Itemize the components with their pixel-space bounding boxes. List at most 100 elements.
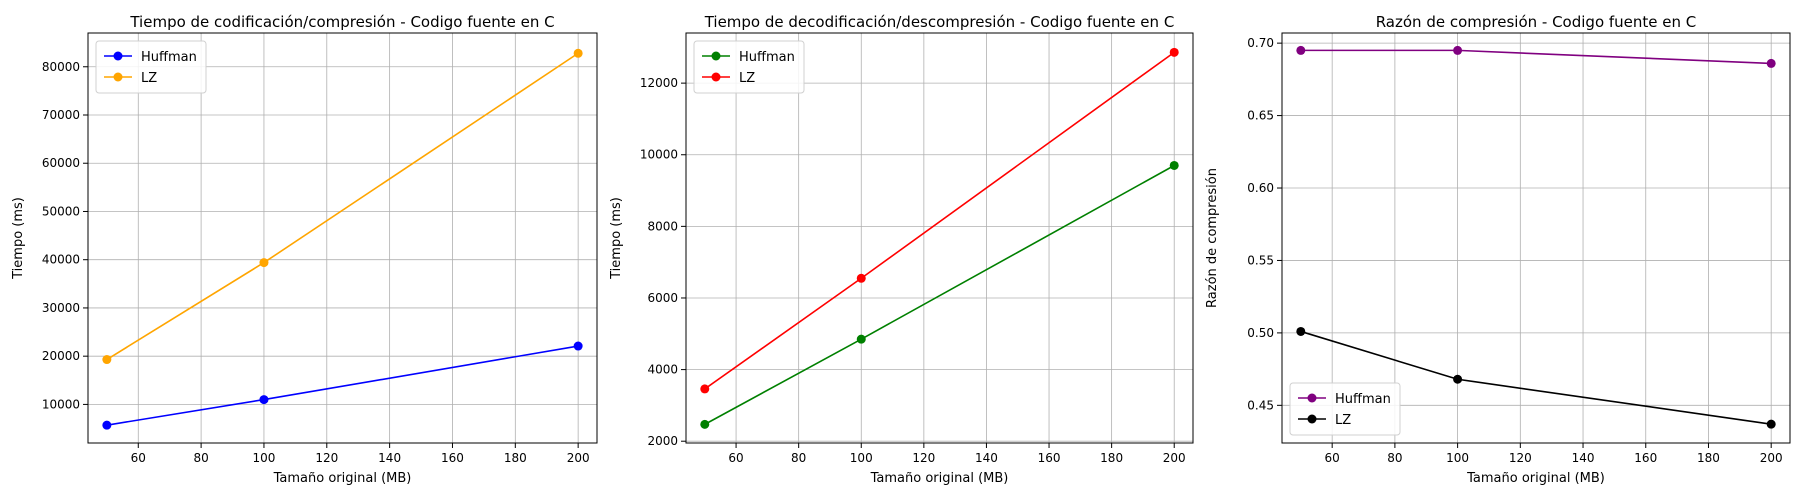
y-tick-label: 8000 <box>647 219 678 233</box>
legend-label: Huffman <box>1335 392 1391 407</box>
y-tick-label: 0.50 <box>1247 326 1274 340</box>
plot-frame <box>1281 32 1791 444</box>
x-tick-label: 120 <box>1509 451 1532 465</box>
legend-label: LZ <box>739 71 755 86</box>
y-tick-label: 20000 <box>42 349 80 363</box>
legend: Huffman LZ <box>1289 382 1401 436</box>
data-point-lz <box>1766 419 1776 429</box>
plot-frame <box>685 32 1194 444</box>
y-tick-label: 4000 <box>647 363 678 377</box>
data-point-lz <box>1169 47 1179 57</box>
y-tick-label: 6000 <box>647 291 678 305</box>
legend-label: LZ <box>1335 413 1351 428</box>
x-axis-label: Tamaño original (MB) <box>870 471 1009 486</box>
x-tick-label: 100 <box>1446 451 1469 465</box>
data-point-huffman <box>259 395 269 405</box>
legend: Huffman LZ <box>95 40 207 94</box>
chart-2: 60 80 100 120 140 160 180 200 2000 4000 6000 8000 10… <box>609 13 1194 486</box>
data-point-lz <box>1453 374 1463 384</box>
series-line-huffman <box>1300 49 1772 65</box>
x-tick-label: 180 <box>1100 451 1123 465</box>
x-tick-label: 200 <box>1163 451 1186 465</box>
y-tick-label: 40000 <box>42 253 80 267</box>
legend-box <box>693 40 805 94</box>
x-tick-label: 120 <box>912 451 935 465</box>
x-tick-label: 100 <box>850 451 873 465</box>
chart-1: 60 80 100 120 140 160 180 200 10000 20000 30000 400… <box>11 13 598 486</box>
legend-box <box>1289 382 1401 436</box>
x-tick-label: 160 <box>441 451 464 465</box>
legend-swatch-marker <box>711 72 721 82</box>
y-tick-label: 70000 <box>42 108 80 122</box>
legend-swatch-marker <box>113 72 123 82</box>
y-tick-label: 12000 <box>640 76 678 90</box>
data-point-lz <box>856 273 866 283</box>
data-point-lz <box>700 384 710 394</box>
y-tick-label: 0.45 <box>1247 398 1274 412</box>
series-line-huffman <box>106 345 579 426</box>
legend-swatch-marker <box>1307 414 1317 424</box>
x-tick-label: 140 <box>975 451 998 465</box>
series-line-lz <box>704 51 1175 390</box>
data-point-huffman <box>1296 45 1306 55</box>
x-tick-label: 160 <box>1038 451 1061 465</box>
legend-swatch-marker <box>113 51 123 61</box>
x-axis-label: Tamaño original (MB) <box>273 471 412 486</box>
data-point-lz <box>102 355 112 365</box>
y-tick-label: 30000 <box>42 301 80 315</box>
data-point-lz <box>573 48 583 58</box>
x-tick-label: 180 <box>504 451 527 465</box>
legend-swatch-marker <box>711 51 721 61</box>
x-tick-label: 100 <box>252 451 275 465</box>
x-tick-label: 200 <box>567 451 590 465</box>
y-tick-label: 80000 <box>42 60 80 74</box>
data-point-huffman <box>102 420 112 430</box>
x-tick-label: 140 <box>378 451 401 465</box>
y-axis-label: Tiempo (ms) <box>11 197 26 280</box>
chart-3: 60 80 100 120 140 160 180 200 0.45 0.50 0.55 0.60 0.… <box>1205 13 1791 486</box>
data-point-huffman <box>856 334 866 344</box>
y-tick-label: 0.55 <box>1247 253 1274 267</box>
legend-label: Huffman <box>141 50 197 65</box>
data-point-lz <box>1296 326 1306 336</box>
legend: Huffman LZ <box>693 40 805 94</box>
plot-frame <box>87 32 598 444</box>
y-tick-label: 2000 <box>647 434 678 448</box>
x-tick-label: 60 <box>728 451 743 465</box>
chart-title: Razón de compresión - Codigo fuente en C <box>1376 13 1697 31</box>
y-tick-label: 0.65 <box>1247 109 1274 123</box>
legend-swatch-marker <box>1307 393 1317 403</box>
x-tick-label: 200 <box>1760 451 1783 465</box>
x-tick-label: 160 <box>1634 451 1657 465</box>
legend-label: LZ <box>141 71 157 86</box>
x-tick-label: 80 <box>791 451 806 465</box>
data-point-huffman <box>1453 45 1463 55</box>
chart-title: Tiempo de codificación/compresión - Codi… <box>129 13 554 31</box>
x-tick-label: 120 <box>315 451 338 465</box>
y-tick-label: 60000 <box>42 156 80 170</box>
y-tick-label: 50000 <box>42 204 80 218</box>
y-tick-label: 0.70 <box>1247 36 1274 50</box>
data-point-huffman <box>1766 58 1776 68</box>
y-tick-label: 10000 <box>640 148 678 162</box>
x-tick-label: 180 <box>1697 451 1720 465</box>
y-axis-label: Tiempo (ms) <box>609 197 624 280</box>
x-axis-label: Tamaño original (MB) <box>1466 471 1605 486</box>
x-tick-label: 80 <box>1387 451 1402 465</box>
chart-title: Tiempo de decodificación/descompresión -… <box>704 13 1175 31</box>
data-point-huffman <box>573 341 583 351</box>
data-point-huffman <box>1169 160 1179 170</box>
data-point-huffman <box>700 419 710 429</box>
y-tick-label: 10000 <box>42 397 80 411</box>
y-tick-label: 0.60 <box>1247 181 1274 195</box>
x-tick-label: 80 <box>193 451 208 465</box>
y-axis-label: Razón de compresión <box>1205 168 1220 308</box>
series-line-huffman <box>704 164 1175 426</box>
legend-label: Huffman <box>739 50 795 65</box>
x-tick-label: 60 <box>1325 451 1340 465</box>
x-tick-label: 140 <box>1572 451 1595 465</box>
x-tick-label: 60 <box>131 451 146 465</box>
series-line-lz <box>106 52 579 361</box>
legend-box <box>95 40 207 94</box>
